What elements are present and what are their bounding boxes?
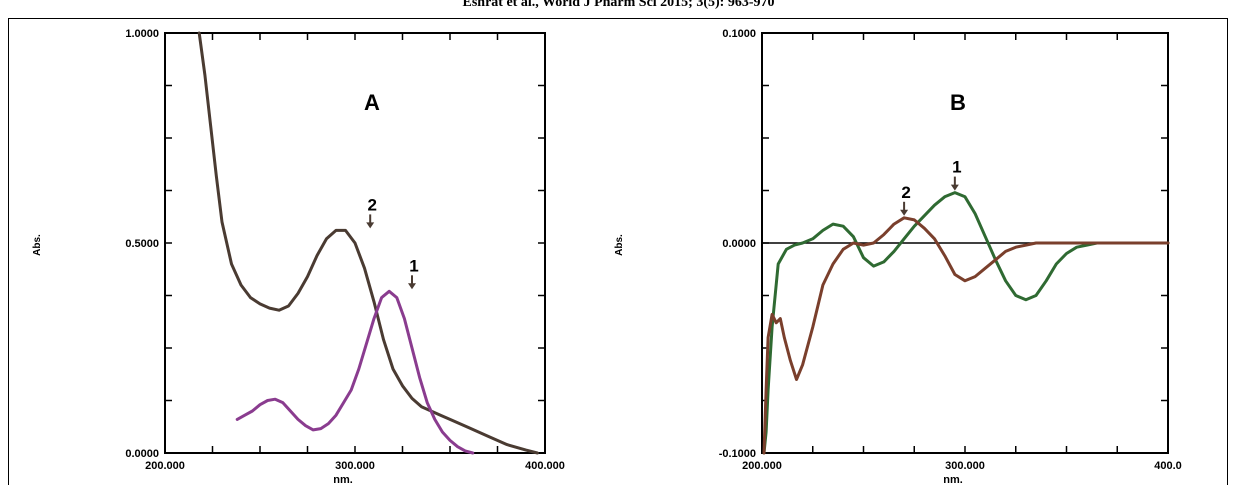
peak-arrow-head [950,184,959,191]
x-axis-title: nm. [943,474,963,486]
peak-arrow-head [900,209,909,216]
series-line-1 [762,191,1170,455]
x-tick-label: 300.000 [335,460,375,472]
x-tick-label: 400.000 [525,460,565,472]
peak-label-2: 2 [901,183,910,202]
chart-panel-b: 200.000 300.000 400.0 -0.1000 0.0000 0.1000 nm… [614,28,1182,486]
y-tick-label: 0.0000 [125,448,159,460]
series-line-1 [235,289,475,455]
x-tick-label: 200.000 [145,460,185,472]
y-tick-label: 0.1000 [722,28,756,40]
x-tick-label: 300.000 [945,460,985,472]
y-axis-title: Abs. [614,234,625,256]
y-tick-label: 0.5000 [125,238,159,250]
y-tick-label: 1.0000 [125,28,159,40]
y-tick-label: -0.1000 [719,448,756,460]
series-line-2 [197,31,539,455]
chart-panel-a: 200.000 300.000 400.000 0.0000 0.5000 1.0000 n… [32,28,565,486]
y-tick-label: 0.0000 [722,238,756,250]
series-line-2 [762,216,1170,455]
peak-label-1: 1 [409,256,418,275]
figure-frame [8,18,1228,485]
page-header: Eshrat et al., World J Pharm Sci 2015; 3… [462,0,775,10]
y-axis-title: Abs. [32,234,43,256]
panel-label: A [364,90,380,115]
x-axis-title: nm. [333,474,353,486]
peak-label-1: 1 [952,158,961,177]
x-tick-label: 400.0 [1154,460,1182,472]
x-tick-label: 200.000 [742,460,782,472]
peak-label-2: 2 [367,195,376,214]
peak-arrow-head [366,222,375,229]
peak-arrow-head [408,283,416,290]
panel-label: B [950,90,966,115]
